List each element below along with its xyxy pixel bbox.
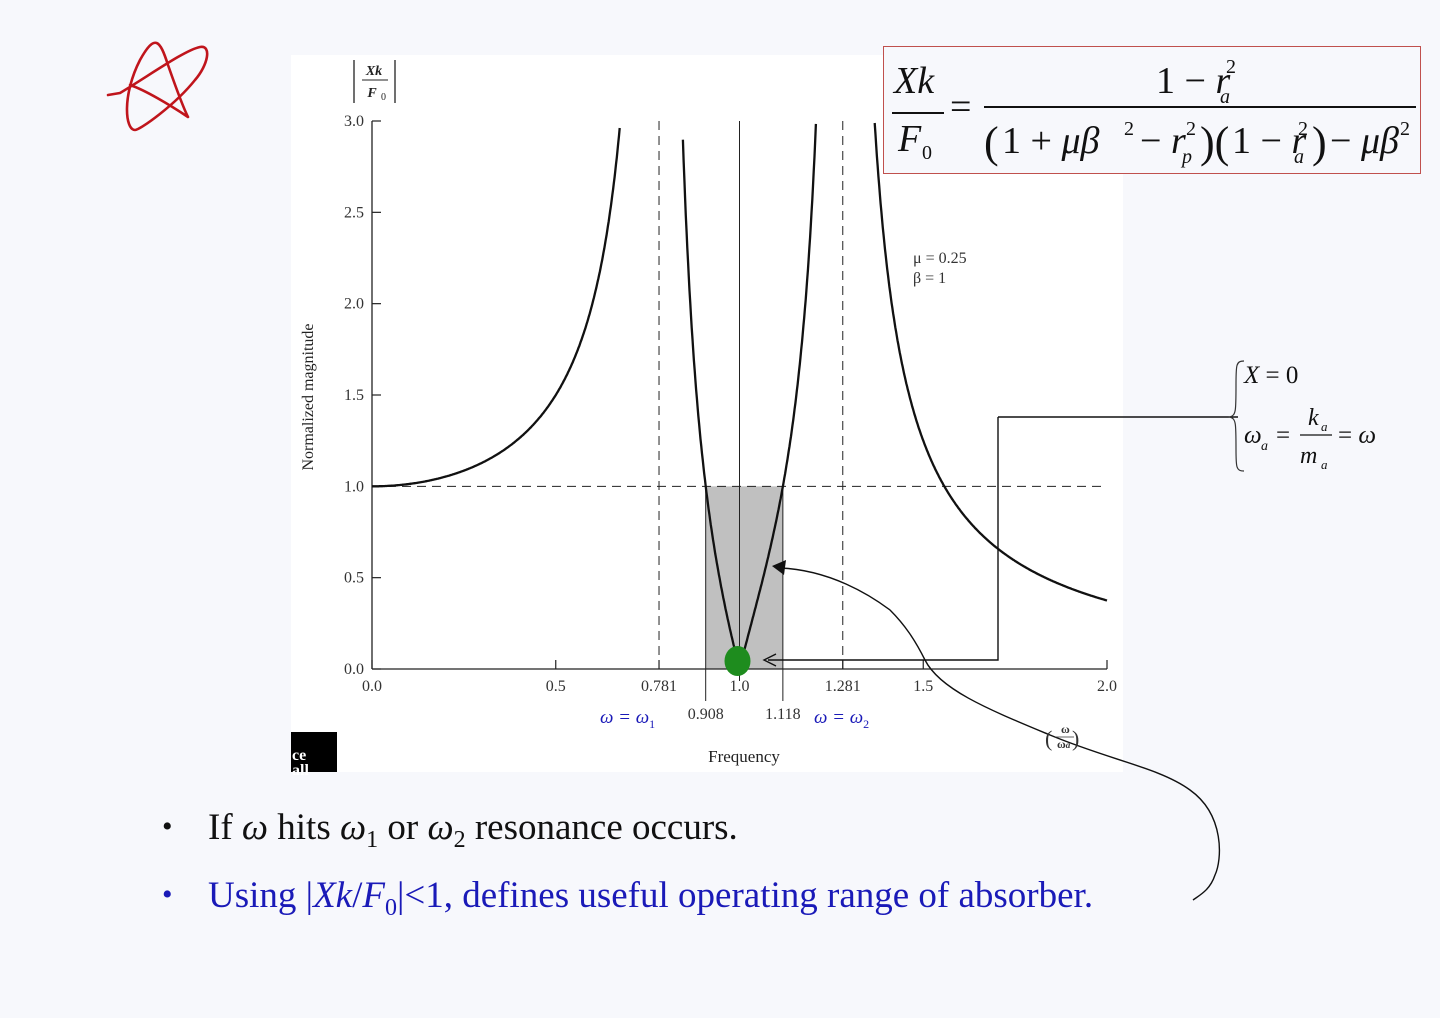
svg-text:F: F — [366, 86, 377, 101]
svg-text:2: 2 — [1124, 118, 1134, 140]
svg-text:0.0: 0.0 — [362, 678, 382, 695]
svg-text:a: a — [1321, 419, 1328, 434]
svg-text:all: all — [292, 762, 309, 779]
svg-text:0.5: 0.5 — [344, 570, 364, 587]
svg-text:a: a — [1294, 146, 1304, 168]
svg-text:= ω: = ω — [1338, 422, 1376, 449]
response-curve — [372, 122, 1108, 670]
svg-text:ω: ω — [1244, 422, 1262, 449]
svg-text:2: 2 — [1226, 56, 1236, 78]
mu-parameter-label: μ = 0.25 — [913, 250, 967, 267]
svg-text:1 − r: 1 − r — [1156, 60, 1230, 102]
svg-text:=: = — [1276, 422, 1290, 449]
y-axis-top-label: Xk F 0 — [353, 60, 396, 103]
svg-text:1 + μβ: 1 + μβ — [1002, 120, 1100, 162]
svg-text:=: = — [950, 86, 971, 128]
svg-text:− r: − r — [1140, 120, 1186, 162]
svg-text:X = 0: X = 0 — [1243, 362, 1298, 389]
svg-text:1 − r: 1 − r — [1232, 120, 1306, 162]
svg-text:(: ( — [1045, 726, 1052, 751]
svg-text:0.5: 0.5 — [546, 678, 566, 695]
svg-text:2.0: 2.0 — [344, 296, 364, 313]
beta-parameter-label: β = 1 — [913, 270, 946, 287]
bullet-icon: • — [162, 810, 173, 843]
svg-text:ωa: ωa — [1057, 737, 1071, 751]
svg-text:)(: )( — [1200, 118, 1229, 167]
svg-text:Xk: Xk — [365, 64, 382, 79]
svg-text:2.0: 2.0 — [1097, 678, 1117, 695]
x-axis-label: Frequency — [708, 747, 780, 766]
svg-text:2: 2 — [1298, 118, 1308, 140]
svg-text:F: F — [897, 118, 922, 160]
svg-text:a: a — [1321, 457, 1328, 472]
svg-text:a: a — [1261, 439, 1268, 454]
svg-text:0.781: 0.781 — [641, 678, 677, 695]
zero-amplitude-point — [724, 646, 751, 676]
omega2-label: ω = ω2 — [814, 707, 869, 731]
svg-text:p: p — [1180, 146, 1192, 168]
absorber-tuning-note: X = 0 ω a = k a m a = ω — [1228, 360, 1376, 472]
bullet-icon: • — [162, 878, 173, 911]
svg-text:): ) — [1312, 118, 1327, 167]
svg-text:1.0: 1.0 — [344, 478, 364, 495]
svg-text:): ) — [1072, 726, 1079, 751]
svg-text:Xk: Xk — [892, 60, 935, 102]
y-axis-label: Normalized magnitude — [300, 323, 317, 470]
svg-text:2: 2 — [1186, 118, 1196, 140]
svg-text:3.0: 3.0 — [344, 113, 364, 130]
bullet-operating-range: • Using |Xk/F0|<1, defines useful operati… — [162, 875, 1094, 921]
star-annotation-icon — [106, 41, 209, 132]
svg-text:0: 0 — [922, 142, 932, 164]
svg-text:ω: ω — [1061, 722, 1070, 736]
svg-text:2: 2 — [1400, 118, 1410, 140]
svg-text:m: m — [1300, 443, 1317, 469]
svg-text:1.281: 1.281 — [825, 678, 861, 695]
bullet-resonance: • If ω hits ω1 or ω2 resonance occurs. — [162, 807, 738, 853]
normalized-frequency-label: ( ω ωa ) — [1045, 722, 1079, 751]
svg-text:0.0: 0.0 — [344, 661, 364, 678]
svg-text:0.908: 0.908 — [688, 706, 724, 723]
omega1-label: ω = ω1 — [600, 707, 655, 731]
svg-text:1.0: 1.0 — [730, 678, 750, 695]
svg-text:k: k — [1308, 405, 1319, 431]
svg-text:1.118: 1.118 — [765, 706, 800, 723]
svg-text:2.5: 2.5 — [344, 204, 364, 221]
useful-range-region — [705, 486, 783, 669]
svg-text:ce: ce — [292, 747, 306, 764]
svg-text:0: 0 — [381, 92, 386, 103]
svg-text:1.5: 1.5 — [344, 387, 364, 404]
svg-text:1.5: 1.5 — [913, 678, 933, 695]
publisher-logo — [291, 732, 337, 772]
transfer-function-formula: Xk F 0 = 1 − r 2 a ( 1 + μβ 2 − r 2 p )(… — [883, 46, 1421, 174]
svg-text:− μβ: − μβ — [1330, 120, 1399, 162]
svg-text:a: a — [1220, 86, 1230, 108]
svg-text:(: ( — [984, 118, 999, 167]
